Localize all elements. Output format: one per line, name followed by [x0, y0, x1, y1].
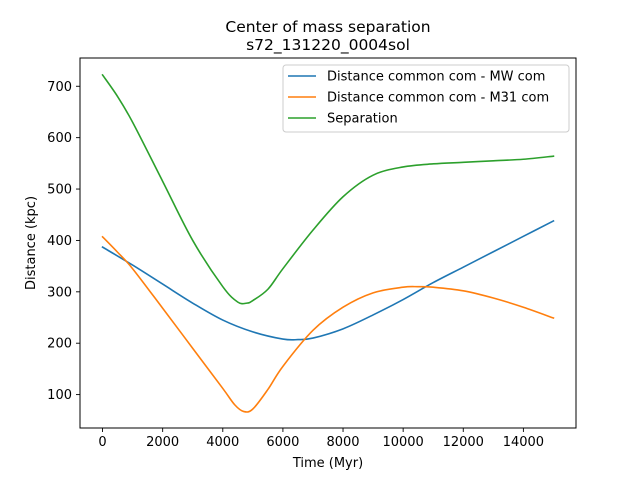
y-axis-label: Distance (kpc) [24, 196, 39, 290]
x-tick-label: 8000 [326, 435, 359, 450]
x-tick-label: 6000 [266, 435, 299, 450]
y-tick-label: 500 [47, 183, 72, 198]
chart-subtitle: s72_131220_0004sol [246, 36, 410, 55]
y-tick-label: 700 [47, 80, 72, 95]
chart-title: Center of mass separation [225, 18, 430, 36]
x-tick-label: 0 [98, 435, 106, 450]
x-axis-label: Time (Myr) [292, 456, 363, 471]
x-tick-label: 14000 [503, 435, 544, 450]
x-tick-label: 10000 [382, 435, 423, 450]
y-tick-label: 200 [47, 337, 72, 352]
series-line-3 [101, 73, 555, 305]
series-line-1 [101, 219, 555, 341]
x-axis-ticks: 0 2000 4000 6000 8000 10000 12000 14000 [98, 428, 544, 450]
x-tick-label: 4000 [206, 435, 239, 450]
x-tick-label: 12000 [443, 435, 484, 450]
legend-label-2: Distance common com - M31 com [327, 91, 549, 106]
y-tick-label: 400 [47, 234, 72, 249]
legend: Distance common com - MW com Distance com… [282, 64, 570, 133]
x-tick-label: 2000 [146, 435, 179, 450]
y-axis-ticks: 100 200 300 400 500 600 700 [47, 80, 80, 403]
y-tick-label: 300 [47, 285, 72, 300]
plot-area [101, 73, 555, 413]
legend-box [282, 64, 570, 133]
legend-label-1: Distance common com - MW com [327, 70, 545, 85]
y-tick-label: 100 [47, 388, 72, 403]
series-line-2 [101, 235, 555, 413]
plot-frame [79, 57, 577, 429]
y-tick-label: 600 [47, 131, 72, 146]
legend-label-3: Separation [327, 112, 398, 127]
